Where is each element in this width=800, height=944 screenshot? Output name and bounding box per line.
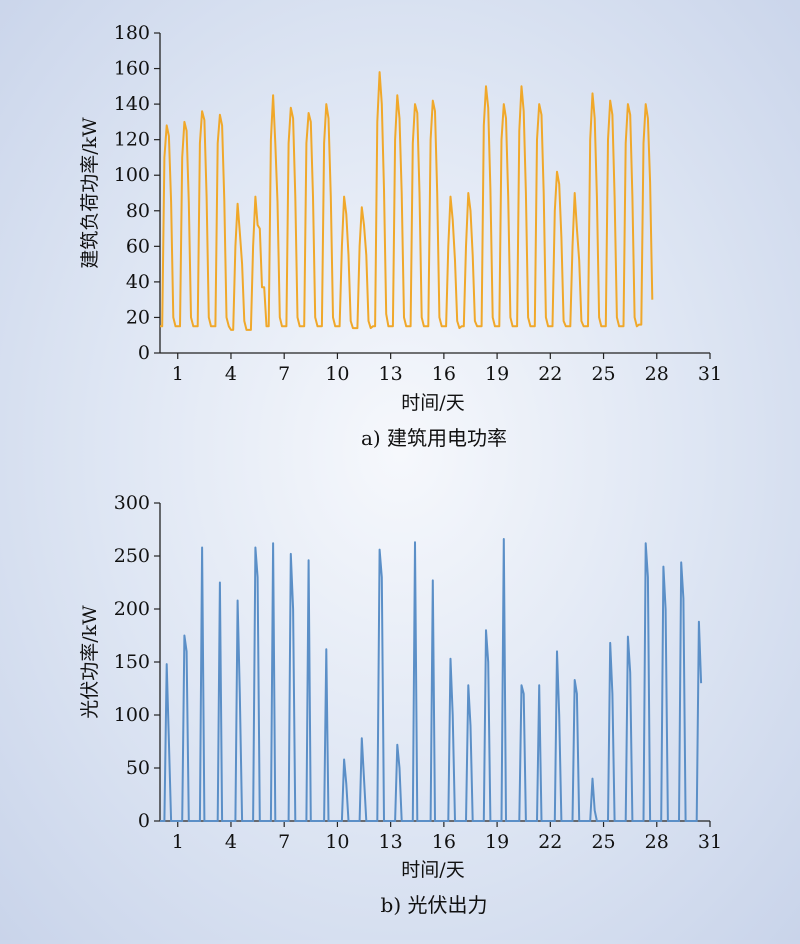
chart-b-x-tick-label: 28 — [645, 831, 669, 853]
chart-a-y-tick-label: 80 — [126, 200, 150, 222]
chart-b-y-tick-label: 300 — [114, 492, 150, 514]
chart-b-y-tick-label: 0 — [138, 810, 150, 832]
chart-a-x-axis-title: 时间/天 — [401, 392, 464, 414]
chart-a-y-tick-label: 100 — [114, 164, 150, 186]
chart-a-x-tick-label: 28 — [645, 363, 669, 385]
chart-a-x-tick-label: 13 — [379, 363, 403, 385]
chart-b-x-tick-label: 13 — [379, 831, 403, 853]
chart-a-y-tick-label: 60 — [126, 235, 150, 257]
chart-b-y-tick-label: 200 — [114, 598, 150, 620]
chart-b-x-tick-label: 1 — [172, 831, 184, 853]
chart-a-x-tick-label: 25 — [591, 363, 615, 385]
caption-a: a) 建筑用电功率 — [361, 426, 507, 450]
chart-b-y-tick-label: 250 — [114, 545, 150, 567]
chart-b-x-tick-label: 25 — [591, 831, 615, 853]
chart-b-x-tick-label: 10 — [325, 831, 349, 853]
chart-b-x-tick-label: 16 — [432, 831, 456, 853]
chart-a-x-tick-label: 31 — [698, 363, 722, 385]
chart-a-y-tick-label: 160 — [114, 58, 150, 80]
caption-b: b) 光伏出力 — [381, 893, 488, 917]
chart-b-y-axis-title: 光伏功率/kW — [79, 605, 101, 719]
chart-a-y-tick-label: 140 — [114, 93, 150, 115]
chart-a-y-tick-label: 180 — [114, 22, 150, 44]
chart-a-y-tick-label: 0 — [138, 342, 150, 364]
chart-b-x-tick-label: 31 — [698, 831, 722, 853]
chart-a-y-tick-label: 120 — [114, 129, 150, 151]
chart-a-x-tick-label: 7 — [278, 363, 290, 385]
chart-a-x-tick-label: 4 — [225, 363, 237, 385]
chart-a-y-tick-label: 40 — [126, 271, 150, 293]
chart-b-y-tick-label: 150 — [114, 651, 150, 673]
chart-a-x-tick-label: 1 — [172, 363, 184, 385]
chart-a-x-tick-label: 22 — [538, 363, 562, 385]
chart-b-x-tick-label: 7 — [278, 831, 290, 853]
chart-a-x-tick-label: 19 — [485, 363, 509, 385]
chart-b-y-tick-label: 100 — [114, 704, 150, 726]
chart-b-y-tick-label: 50 — [126, 757, 150, 779]
chart-b-series-line — [160, 538, 703, 822]
chart-a-y-tick-label: 20 — [126, 306, 150, 328]
chart-a-x-tick-label: 10 — [325, 363, 349, 385]
chart-a-y-axis-title: 建筑负荷功率/kW — [79, 117, 101, 269]
chart-b-x-tick-label: 22 — [538, 831, 562, 853]
chart-b-x-axis-title: 时间/天 — [401, 859, 464, 881]
chart-a-series-line — [160, 71, 654, 331]
chart-a-x-tick-label: 16 — [432, 363, 456, 385]
chart-b-x-tick-label: 4 — [225, 831, 237, 853]
chart-b-x-tick-label: 19 — [485, 831, 509, 853]
